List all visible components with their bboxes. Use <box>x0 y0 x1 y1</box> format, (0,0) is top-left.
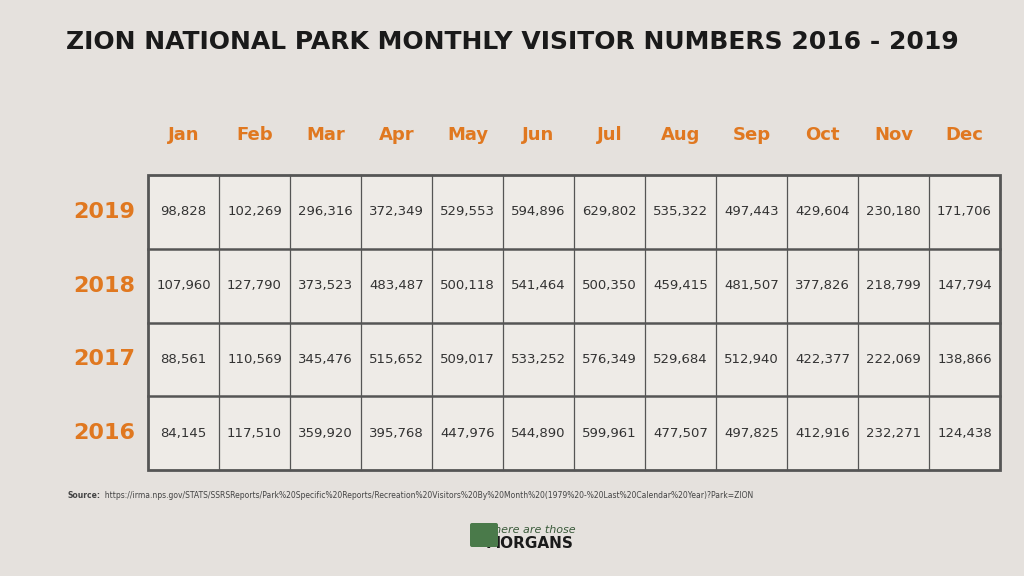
Text: 296,316: 296,316 <box>298 206 353 218</box>
Text: 222,069: 222,069 <box>866 353 921 366</box>
Text: 535,322: 535,322 <box>653 206 708 218</box>
Text: 147,794: 147,794 <box>937 279 992 292</box>
Text: Jan: Jan <box>168 126 200 144</box>
Text: 2019: 2019 <box>73 202 135 222</box>
Text: 218,799: 218,799 <box>866 279 921 292</box>
Text: ZION NATIONAL PARK MONTHLY VISITOR NUMBERS 2016 - 2019: ZION NATIONAL PARK MONTHLY VISITOR NUMBE… <box>66 30 958 54</box>
Text: 500,350: 500,350 <box>582 279 637 292</box>
Text: 88,561: 88,561 <box>161 353 207 366</box>
Text: Jul: Jul <box>597 126 623 144</box>
Text: Nov: Nov <box>874 126 913 144</box>
Text: Oct: Oct <box>805 126 840 144</box>
Text: 124,438: 124,438 <box>937 427 992 439</box>
Text: 395,768: 395,768 <box>369 427 424 439</box>
Text: 429,604: 429,604 <box>796 206 850 218</box>
Text: 477,507: 477,507 <box>653 427 708 439</box>
Text: Sep: Sep <box>732 126 771 144</box>
FancyBboxPatch shape <box>470 523 498 547</box>
Text: 629,802: 629,802 <box>583 206 637 218</box>
Text: 512,940: 512,940 <box>724 353 779 366</box>
Text: 232,271: 232,271 <box>866 427 921 439</box>
Text: https://irma.nps.gov/STATS/SSRSReports/Park%20Specific%20Reports/Recreation%20Vi: https://irma.nps.gov/STATS/SSRSReports/P… <box>100 491 754 500</box>
Text: 107,960: 107,960 <box>157 279 211 292</box>
Text: 2017: 2017 <box>73 350 135 369</box>
Text: 377,826: 377,826 <box>795 279 850 292</box>
Text: 372,349: 372,349 <box>369 206 424 218</box>
Text: Dec: Dec <box>945 126 983 144</box>
Text: 98,828: 98,828 <box>161 206 207 218</box>
Text: 171,706: 171,706 <box>937 206 992 218</box>
Text: 509,017: 509,017 <box>440 353 495 366</box>
Text: Feb: Feb <box>237 126 272 144</box>
Text: 481,507: 481,507 <box>724 279 779 292</box>
Text: MORGANS: MORGANS <box>486 536 573 551</box>
Text: 544,890: 544,890 <box>511 427 565 439</box>
Text: 2016: 2016 <box>73 423 135 443</box>
Text: 117,510: 117,510 <box>227 427 282 439</box>
Text: 541,464: 541,464 <box>511 279 566 292</box>
Text: 497,443: 497,443 <box>724 206 779 218</box>
Text: 529,553: 529,553 <box>440 206 495 218</box>
Text: Source:: Source: <box>68 491 101 500</box>
Text: 599,961: 599,961 <box>583 427 637 439</box>
Text: 359,920: 359,920 <box>298 427 353 439</box>
Text: 576,349: 576,349 <box>582 353 637 366</box>
Text: 230,180: 230,180 <box>866 206 921 218</box>
Text: 2018: 2018 <box>73 276 135 295</box>
Text: 102,269: 102,269 <box>227 206 282 218</box>
Text: May: May <box>446 126 488 144</box>
Text: 500,118: 500,118 <box>440 279 495 292</box>
Text: 529,684: 529,684 <box>653 353 708 366</box>
Text: 84,145: 84,145 <box>161 427 207 439</box>
Text: Jun: Jun <box>522 126 555 144</box>
Text: 138,866: 138,866 <box>937 353 992 366</box>
Text: 533,252: 533,252 <box>511 353 566 366</box>
Text: 483,487: 483,487 <box>370 279 424 292</box>
Text: 110,569: 110,569 <box>227 353 282 366</box>
Text: Mar: Mar <box>306 126 345 144</box>
Text: 127,790: 127,790 <box>227 279 282 292</box>
Text: 515,652: 515,652 <box>369 353 424 366</box>
Text: Aug: Aug <box>660 126 700 144</box>
Text: 422,377: 422,377 <box>795 353 850 366</box>
Text: 594,896: 594,896 <box>511 206 565 218</box>
Text: 373,523: 373,523 <box>298 279 353 292</box>
Text: where are those: where are those <box>484 525 575 535</box>
Text: 345,476: 345,476 <box>298 353 353 366</box>
Bar <box>148 175 1000 470</box>
Text: 412,916: 412,916 <box>795 427 850 439</box>
Text: 447,976: 447,976 <box>440 427 495 439</box>
Text: 497,825: 497,825 <box>724 427 779 439</box>
Text: Apr: Apr <box>379 126 415 144</box>
Text: 459,415: 459,415 <box>653 279 708 292</box>
